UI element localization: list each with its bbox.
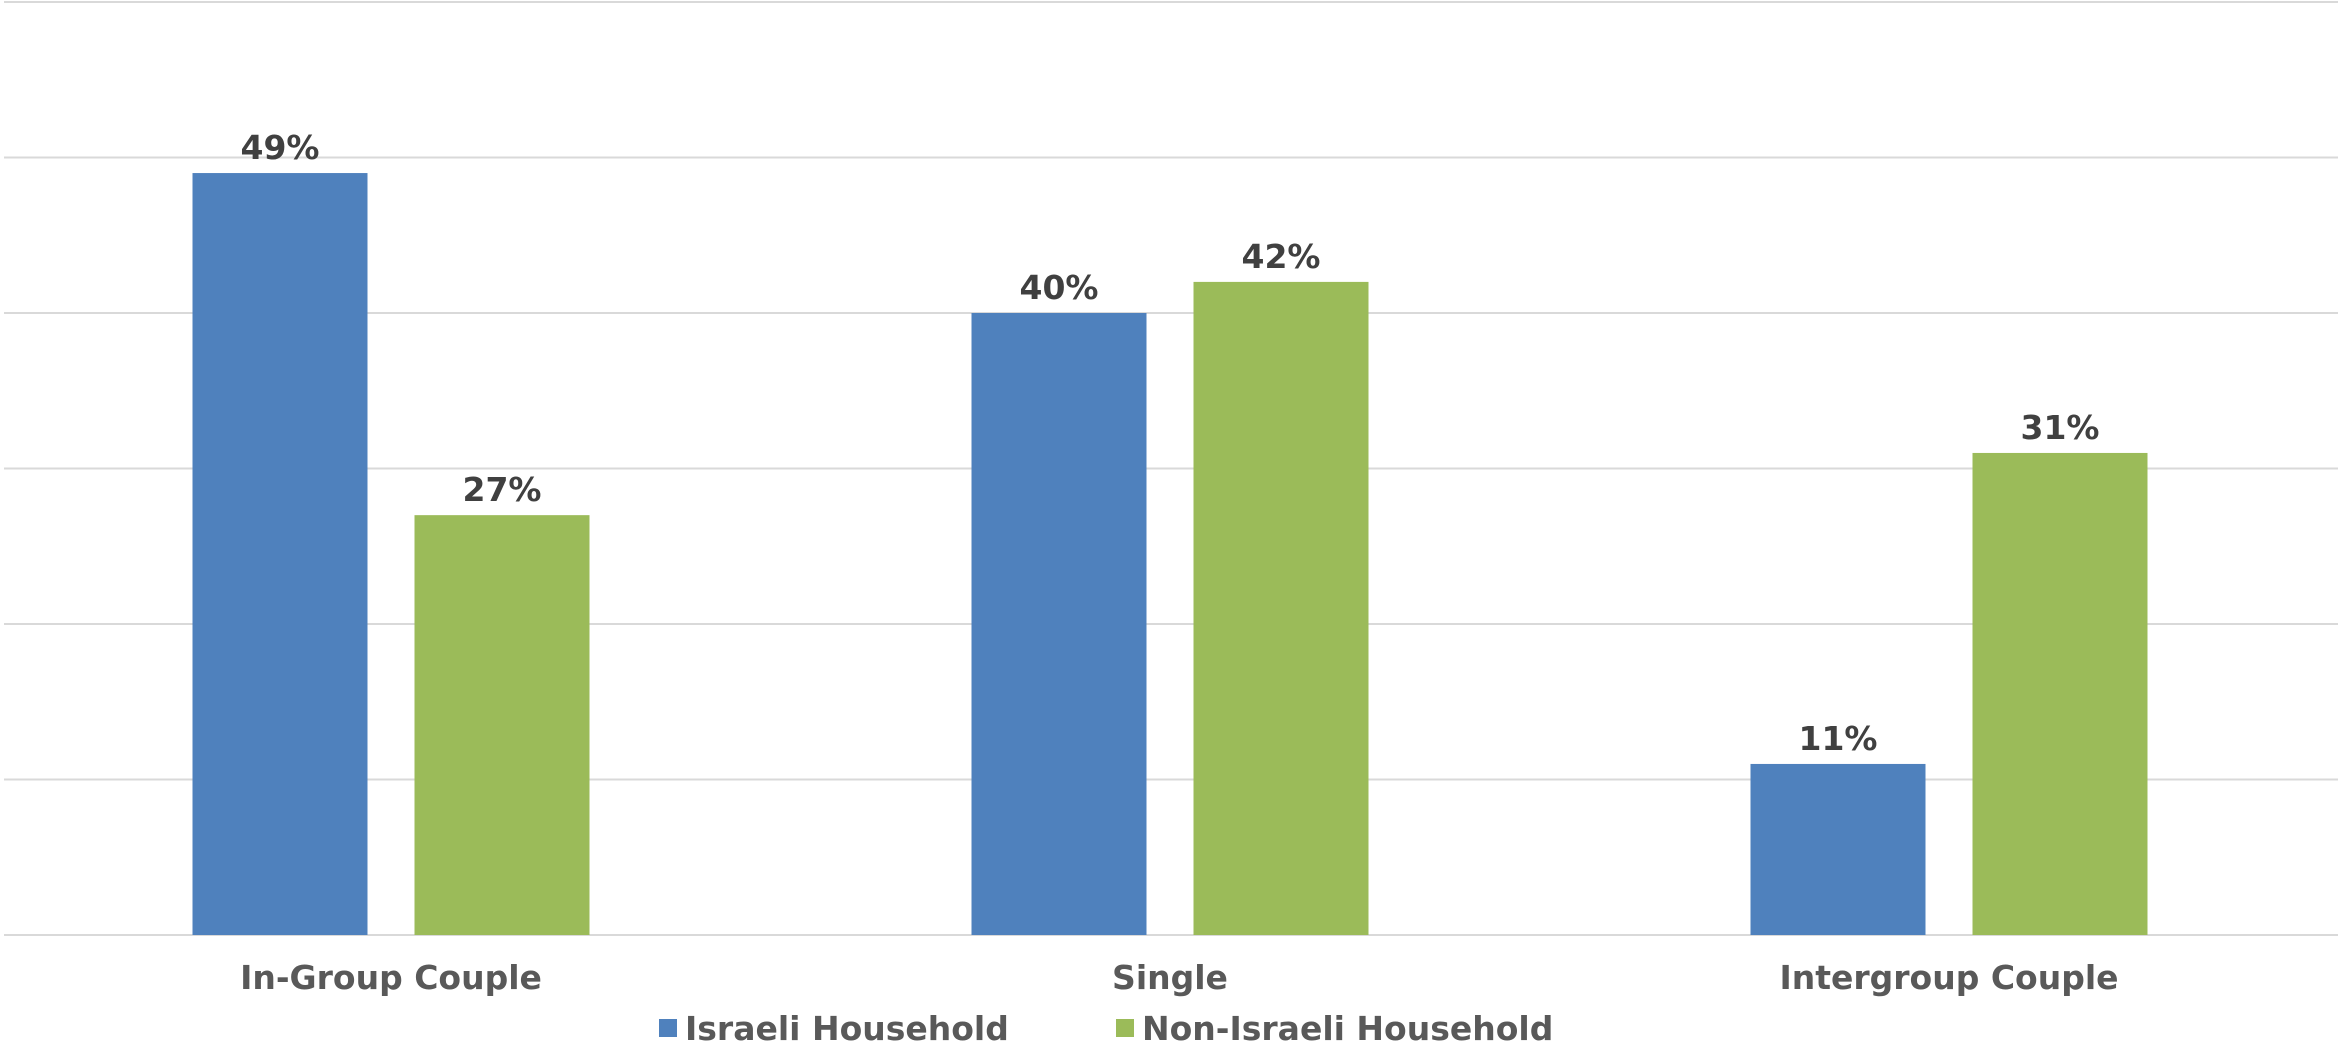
category-label: Single <box>1112 958 1228 997</box>
bar-non-israeli-household-in-group-couple <box>414 515 590 935</box>
data-label: 11% <box>1799 719 1878 758</box>
legend-label: Israeli Household <box>685 1009 1009 1048</box>
category-labels: In-Group Couple Single Intergroup Couple <box>240 958 2118 997</box>
data-label: 42% <box>1242 237 1321 276</box>
category-label: Intergroup Couple <box>1779 958 2118 997</box>
data-label: 31% <box>2021 408 2100 447</box>
legend-swatch <box>1116 1019 1134 1037</box>
legend-item: Non-Israeli Household <box>1116 1009 1553 1048</box>
bar-non-israeli-household-intergroup-couple <box>1972 452 2148 935</box>
data-label: 40% <box>1020 268 1099 307</box>
data-label: 49% <box>241 128 320 167</box>
legend-item: Israeli Household <box>659 1009 1009 1048</box>
bar-israeli-household-single <box>971 313 1147 935</box>
gridlines <box>4 1 2338 781</box>
legend: Israeli Household Non-Israeli Household <box>659 1009 1553 1048</box>
legend-label: Non-Israeli Household <box>1142 1009 1553 1048</box>
category-label: In-Group Couple <box>240 958 542 997</box>
bar-non-israeli-household-single <box>1193 281 1369 935</box>
bar-israeli-household-intergroup-couple <box>1750 763 1926 935</box>
bar-israeli-household-in-group-couple <box>192 173 368 936</box>
data-label: 27% <box>463 470 542 509</box>
bars: 49% 27% 40% 42% 11% 31% <box>192 128 2148 936</box>
legend-swatch <box>659 1019 677 1037</box>
